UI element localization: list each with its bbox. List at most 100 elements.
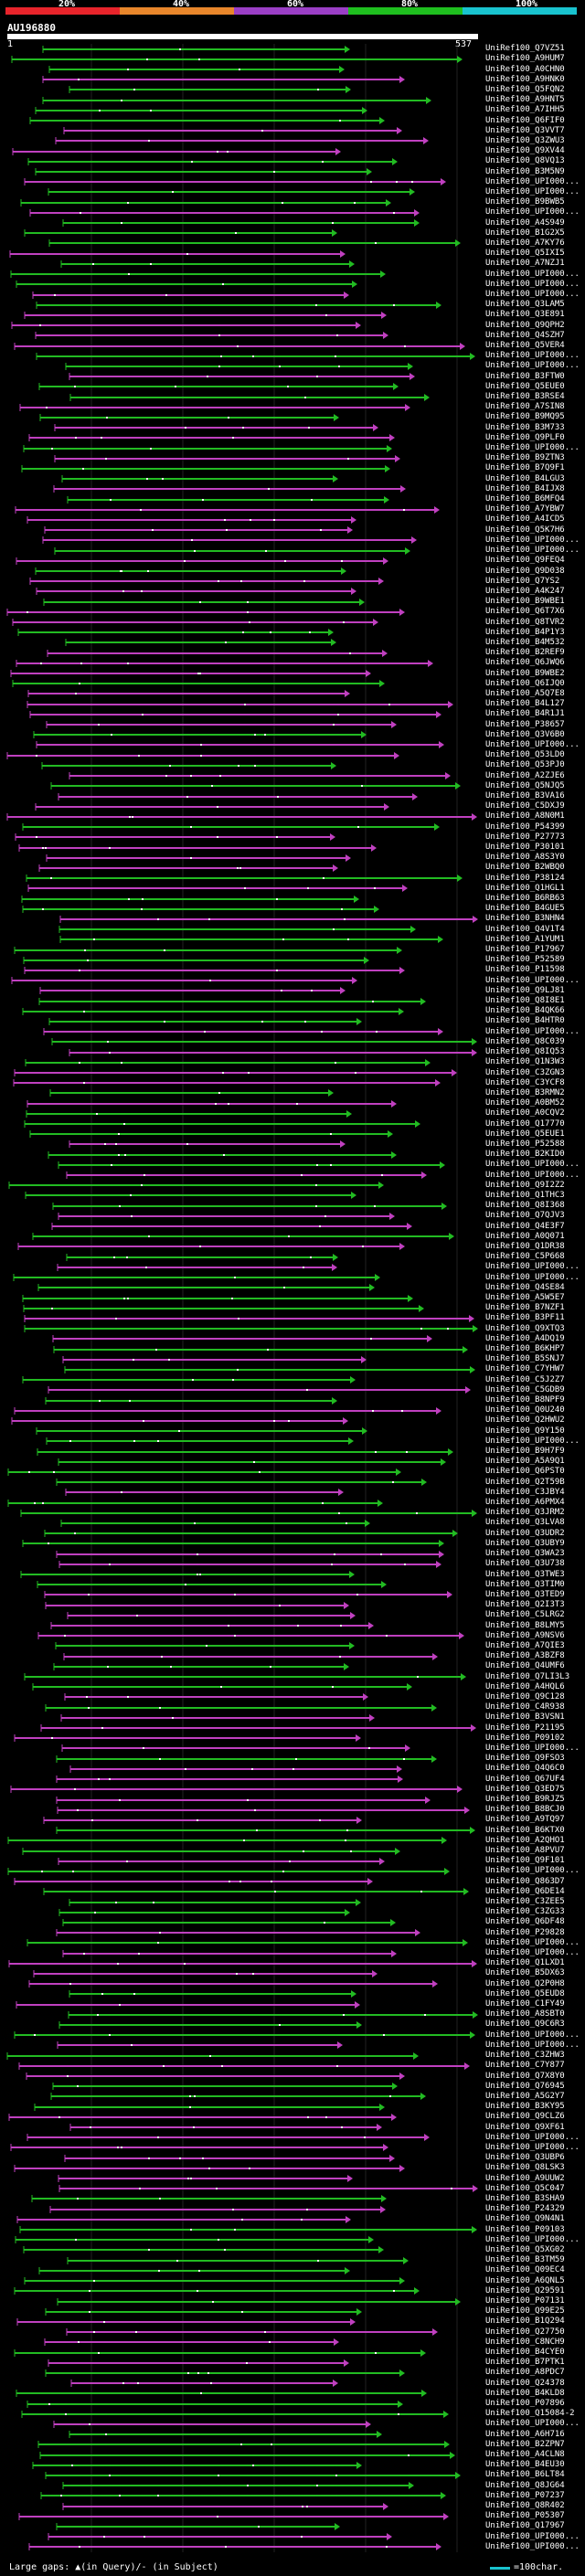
hit-label[interactable]: UniRef100_Q4SZH7 [485, 331, 565, 340]
hit-label[interactable]: UniRef100_Q1N3W3 [485, 1057, 565, 1066]
hit-label[interactable]: UniRef100_Q53LD0 [485, 750, 565, 759]
hit-label[interactable]: UniRef100_Q5EUD8 [485, 1989, 565, 1998]
hit-label[interactable]: UniRef100_UPI000... [485, 1866, 580, 1875]
hit-label[interactable]: UniRef100_B3PF11 [485, 1313, 565, 1322]
hit-label[interactable]: UniRef100_A0Q071 [485, 1232, 565, 1241]
hit-label[interactable]: UniRef100_Q1DR38 [485, 1242, 565, 1251]
hit-label[interactable]: UniRef100_B6KTX0 [485, 1826, 565, 1835]
hit-label[interactable]: UniRef100_C3ZEE5 [485, 1897, 565, 1906]
hit-label[interactable]: UniRef100_A5G2Y7 [485, 2092, 565, 2101]
hit-label[interactable]: UniRef100_Q8C039 [485, 1037, 565, 1046]
hit-label[interactable]: UniRef100_Q17770 [485, 1119, 565, 1129]
hit-label[interactable]: UniRef100_C5LRG2 [485, 1610, 565, 1619]
hit-label[interactable]: UniRef100_UPI000... [485, 1273, 580, 1282]
hit-label[interactable]: UniRef100_B2KID0 [485, 1150, 565, 1159]
hit-label[interactable]: UniRef100_UPI000... [485, 290, 580, 299]
hit-label[interactable]: UniRef100_B4L127 [485, 699, 565, 708]
hit-label[interactable]: UniRef100_A9HNT5 [485, 95, 565, 104]
hit-label[interactable]: UniRef100_Q3TIM0 [485, 1580, 565, 1589]
hit-label[interactable]: UniRef100_C5P668 [485, 1252, 565, 1261]
hit-label[interactable]: UniRef100_Q24378 [485, 2379, 565, 2388]
hit-label[interactable]: UniRef100_UPI000... [485, 280, 580, 289]
hit-label[interactable]: UniRef100_Q4UMF6 [485, 1661, 565, 1670]
hit-label[interactable]: UniRef100_Q9D038 [485, 567, 565, 576]
hit-label[interactable]: UniRef100_A8SBT0 [485, 2009, 565, 2019]
hit-label[interactable]: UniRef100_Q3UBP6 [485, 2153, 565, 2162]
hit-label[interactable]: UniRef100_B7PTK1 [485, 2358, 565, 2367]
hit-label[interactable]: UniRef100_B3NHN4 [485, 914, 565, 923]
hit-label[interactable]: UniRef100_A1YUM1 [485, 935, 565, 944]
hit-label[interactable]: UniRef100_P38657 [485, 720, 565, 729]
hit-label[interactable]: UniRef100_Q29591 [485, 2286, 565, 2295]
hit-label[interactable]: UniRef100_B3SHA9 [485, 2194, 565, 2203]
hit-label[interactable]: UniRef100_Q9XTQ3 [485, 1324, 565, 1333]
hit-label[interactable]: UniRef100_B7NZF1 [485, 1303, 565, 1312]
hit-label[interactable]: UniRef100_Q9LJ81 [485, 986, 565, 995]
hit-label[interactable]: UniRef100_A7QIE3 [485, 1641, 565, 1650]
hit-label[interactable]: UniRef100_A5W5E7 [485, 1293, 565, 1302]
hit-label[interactable]: UniRef100_Q17967 [485, 2521, 565, 2530]
hit-label[interactable]: UniRef100_P17967 [485, 945, 565, 954]
hit-label[interactable]: UniRef100_Q8VQ13 [485, 156, 565, 165]
hit-label[interactable]: UniRef100_Q6JWQ6 [485, 658, 565, 667]
hit-label[interactable]: UniRef100_Q6PST0 [485, 1467, 565, 1476]
hit-label[interactable]: UniRef100_A5Q7E8 [485, 689, 565, 698]
hit-label[interactable]: UniRef100_UPI000... [485, 1938, 580, 1947]
hit-label[interactable]: UniRef100_UPI000... [485, 976, 580, 985]
hit-label[interactable]: UniRef100_A6PMX4 [485, 1498, 565, 1507]
hit-label[interactable]: UniRef100_Q3U738 [485, 1559, 565, 1568]
hit-label[interactable]: UniRef100_Q9Y150 [485, 1426, 565, 1436]
hit-label[interactable]: UniRef100_B6KHP7 [485, 1344, 565, 1353]
hit-label[interactable]: UniRef100_UPI000... [485, 1171, 580, 1180]
hit-label[interactable]: UniRef100_B8NPF9 [485, 1395, 565, 1405]
hit-label[interactable]: UniRef100_Q5FQN2 [485, 85, 565, 94]
hit-label[interactable]: UniRef100_UPI000... [485, 2235, 580, 2244]
hit-label[interactable]: UniRef100_B3RMN2 [485, 1088, 565, 1097]
hit-label[interactable]: UniRef100_Q8IQ53 [485, 1047, 565, 1056]
hit-label[interactable]: UniRef100_Q1THC3 [485, 1191, 565, 1200]
hit-label[interactable]: UniRef100_Q3LAM5 [485, 300, 565, 309]
hit-label[interactable]: UniRef100_UPI000... [485, 2030, 580, 2040]
hit-label[interactable]: UniRef100_C3YCF8 [485, 1078, 565, 1087]
hit-label[interactable]: UniRef100_Q9QPH2 [485, 321, 565, 330]
hit-label[interactable]: UniRef100_A7SIN8 [485, 402, 565, 411]
hit-label[interactable]: UniRef100_A0CHN0 [485, 65, 565, 74]
hit-label[interactable]: UniRef100_Q4V1T4 [485, 925, 565, 934]
hit-label[interactable]: UniRef100_P30101 [485, 843, 565, 852]
hit-label[interactable]: UniRef100_A6H716 [485, 2430, 565, 2439]
hit-label[interactable]: UniRef100_Q863D7 [485, 1877, 565, 1886]
hit-label[interactable]: UniRef100_Q6DF48 [485, 1917, 565, 1926]
hit-label[interactable]: UniRef100_UPI000... [485, 187, 580, 196]
hit-label[interactable]: UniRef100_Q09EC4 [485, 2265, 565, 2274]
hit-label[interactable]: UniRef100_A8S3Y0 [485, 853, 565, 862]
hit-label[interactable]: UniRef100_B9BWB5 [485, 197, 565, 207]
hit-label[interactable]: UniRef100_C4R938 [485, 1702, 565, 1712]
hit-label[interactable]: UniRef100_UPI000... [485, 177, 580, 186]
hit-label[interactable]: UniRef100_Q3TWE3 [485, 1570, 565, 1579]
hit-label[interactable]: UniRef100_Q6DE14 [485, 1887, 565, 1896]
hit-label[interactable]: UniRef100_Q3UDR2 [485, 1529, 565, 1538]
hit-label[interactable]: UniRef100_C3JBY4 [485, 1488, 565, 1497]
hit-label[interactable]: UniRef100_A4K247 [485, 587, 565, 596]
hit-label[interactable]: UniRef100_UPI000... [485, 535, 580, 545]
hit-label[interactable]: UniRef100_Q3VVT7 [485, 126, 565, 135]
hit-label[interactable]: UniRef100_B9MQ95 [485, 412, 565, 421]
hit-label[interactable]: UniRef100_Q2P0H8 [485, 1979, 565, 1988]
hit-label[interactable]: UniRef100_P09103 [485, 2225, 565, 2234]
hit-label[interactable]: UniRef100_UPI000... [485, 2133, 580, 2142]
hit-label[interactable]: UniRef100_P07896 [485, 2399, 565, 2408]
hit-label[interactable]: UniRef100_Q8LSK3 [485, 2163, 565, 2172]
hit-label[interactable]: UniRef100_B2REF9 [485, 648, 565, 657]
hit-label[interactable]: UniRef100_UPI000... [485, 2041, 580, 2050]
hit-label[interactable]: UniRef100_Q3TED9 [485, 1590, 565, 1599]
hit-label[interactable]: UniRef100_Q1HGL1 [485, 884, 565, 893]
hit-label[interactable]: UniRef100_Q6FIF0 [485, 116, 565, 125]
hit-label[interactable]: UniRef100_B8LMY5 [485, 1621, 565, 1630]
hit-label[interactable]: UniRef100_Q15084-2 [485, 2409, 575, 2418]
hit-label[interactable]: UniRef100_C5J2Z7 [485, 1375, 565, 1384]
hit-label[interactable]: UniRef100_P05307 [485, 2511, 565, 2520]
hit-label[interactable]: UniRef100_Q4Q6C0 [485, 1764, 565, 1773]
hit-label[interactable]: UniRef100_B4P1Y3 [485, 628, 565, 637]
hit-label[interactable]: UniRef100_P52588 [485, 1140, 565, 1149]
hit-label[interactable]: UniRef100_A0CQV2 [485, 1108, 565, 1118]
